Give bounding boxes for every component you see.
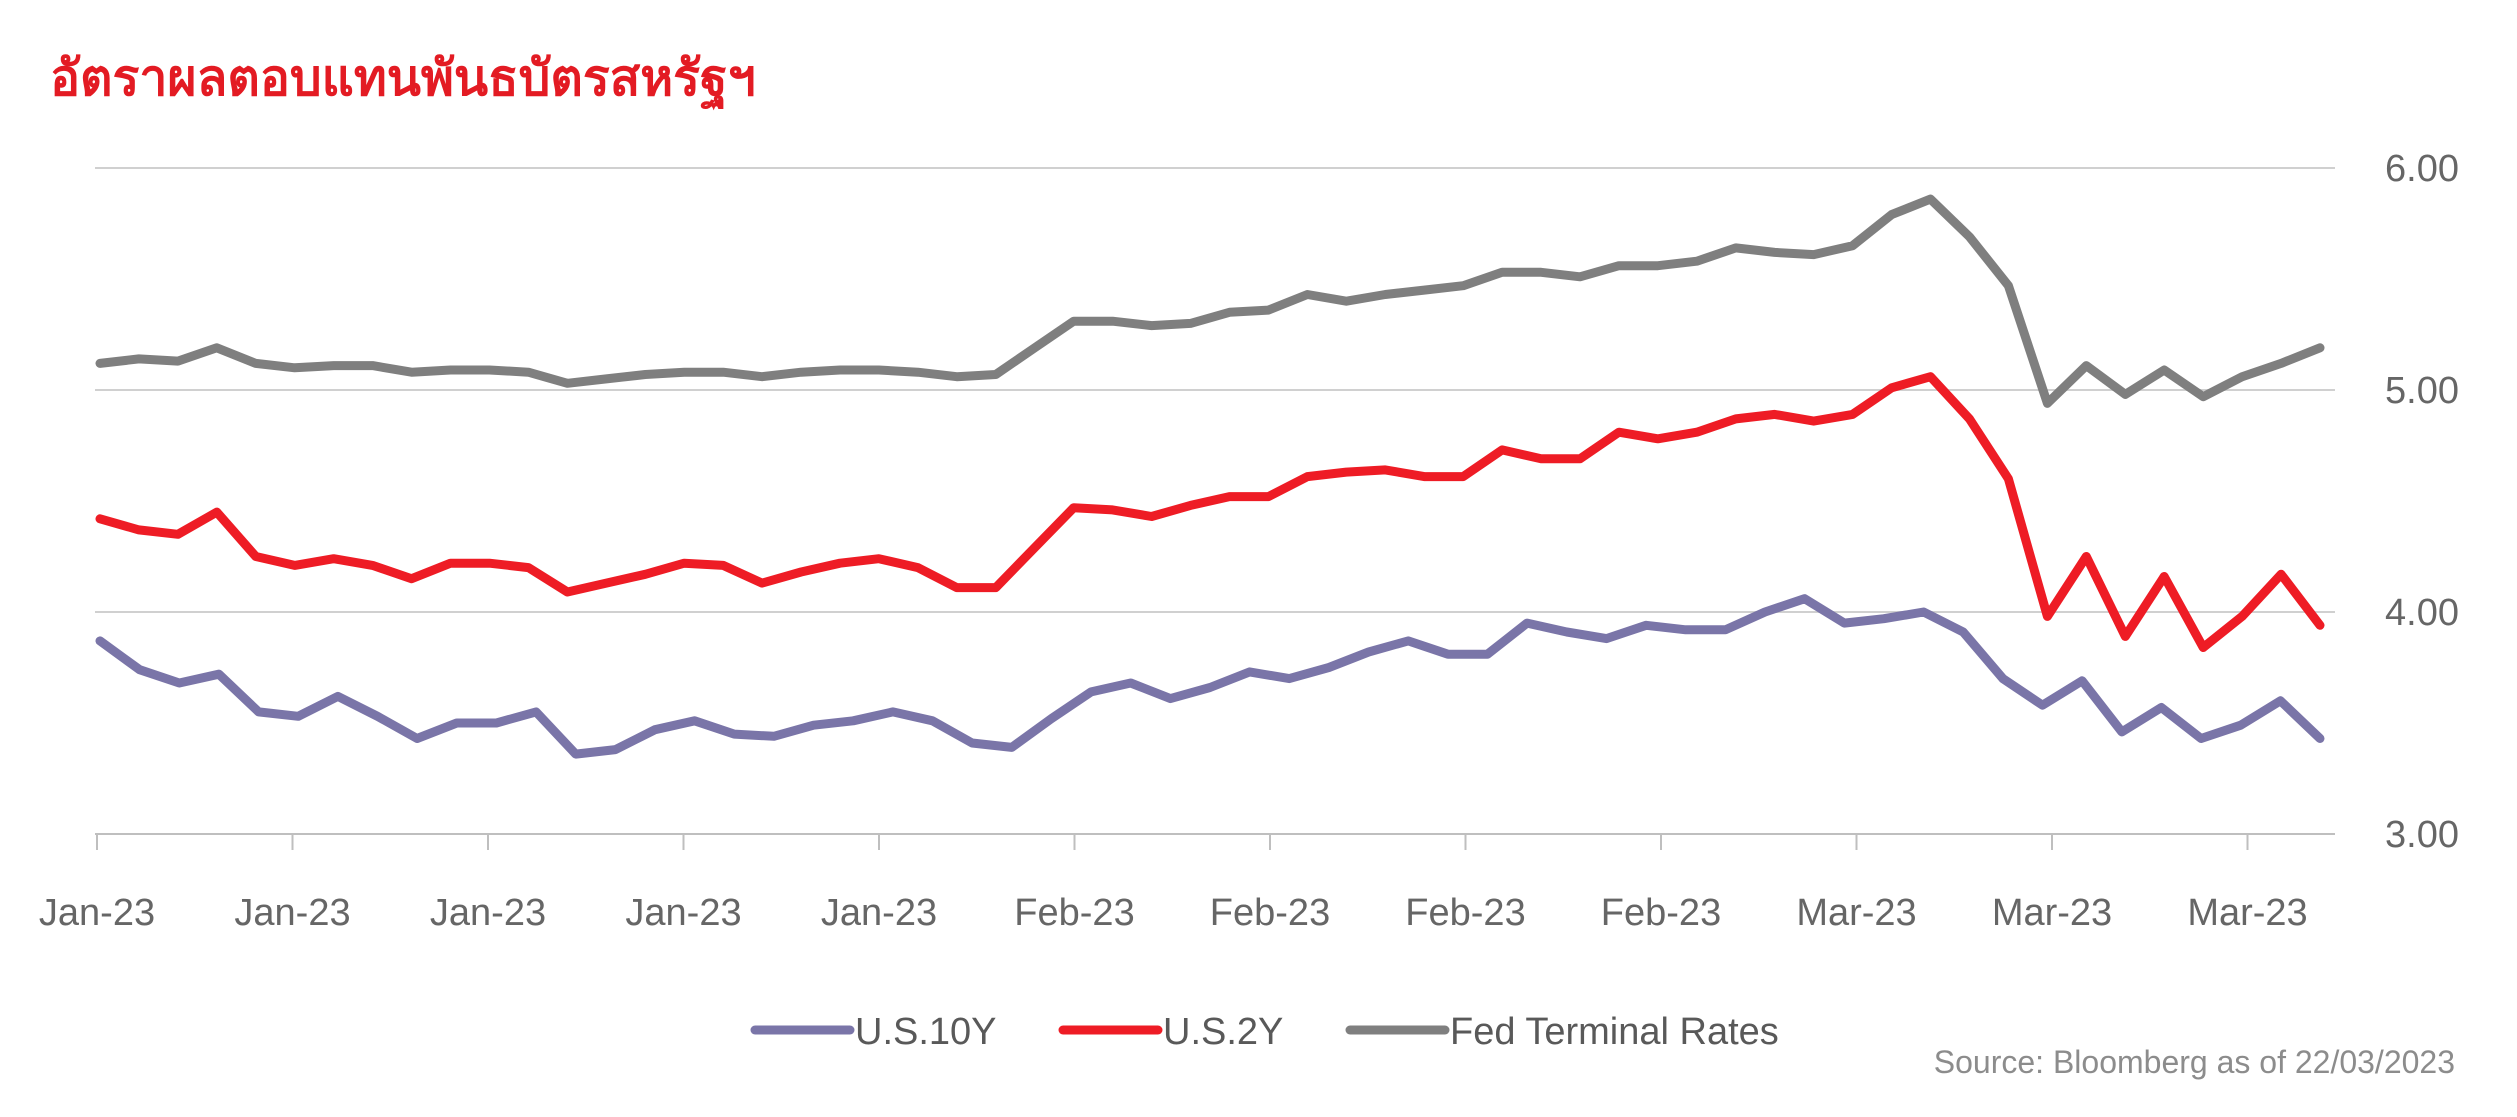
y-axis: 6.00 5.00 4.00 3.00	[2385, 148, 2459, 856]
x-axis: Jan-23 Jan-23 Jan-23 Jan-23 Jan-23 Feb-23 Feb-…	[39, 834, 2308, 934]
us10y-line	[95, 594, 2325, 759]
x-tick-label: Jan-23	[821, 892, 937, 934]
x-tick-label: Jan-23	[39, 892, 155, 934]
legend-label: U.S.10Y	[855, 1011, 997, 1053]
y-tick-label: 3.00	[2385, 814, 2459, 856]
series-lines	[95, 194, 2325, 759]
x-tick-label: Mar-23	[1796, 892, 1916, 934]
chart-title: อัตราผลตอบแทนพันธบัตรสหรัฐฯ	[50, 50, 756, 110]
legend-label: Fed Terminal Rates	[1450, 1011, 1779, 1053]
us2y-line	[95, 372, 2325, 652]
legend-us2y: U.S.2Y	[1058, 1011, 1283, 1053]
x-tick-label: Feb-23	[1014, 892, 1134, 934]
x-tick-label: Feb-23	[1405, 892, 1525, 934]
y-tick-label: 4.00	[2385, 592, 2459, 634]
legend-label: U.S.2Y	[1163, 1011, 1283, 1053]
x-tick-label: Mar-23	[2187, 892, 2307, 934]
x-tick-label: Jan-23	[625, 892, 741, 934]
x-tick-label: Feb-23	[1601, 892, 1721, 934]
y-tick-label: 6.00	[2385, 148, 2459, 190]
grid-lines	[95, 167, 2335, 835]
x-tick-label: Jan-23	[430, 892, 546, 934]
fed-terminal-line	[95, 194, 2325, 408]
legend-us10y: U.S.10Y	[750, 1011, 997, 1053]
x-tick-label: Jan-23	[234, 892, 350, 934]
x-tick-label: Mar-23	[1992, 892, 2112, 934]
source-note: Source: Bloomberg as of 22/03/2023	[1934, 1044, 2455, 1080]
x-tick-label: Feb-23	[1210, 892, 1330, 934]
legend-fed-terminal: Fed Terminal Rates	[1345, 1011, 1779, 1053]
y-tick-label: 5.00	[2385, 370, 2459, 412]
legend: U.S.10Y U.S.2Y Fed Terminal Rates	[750, 1011, 1779, 1053]
